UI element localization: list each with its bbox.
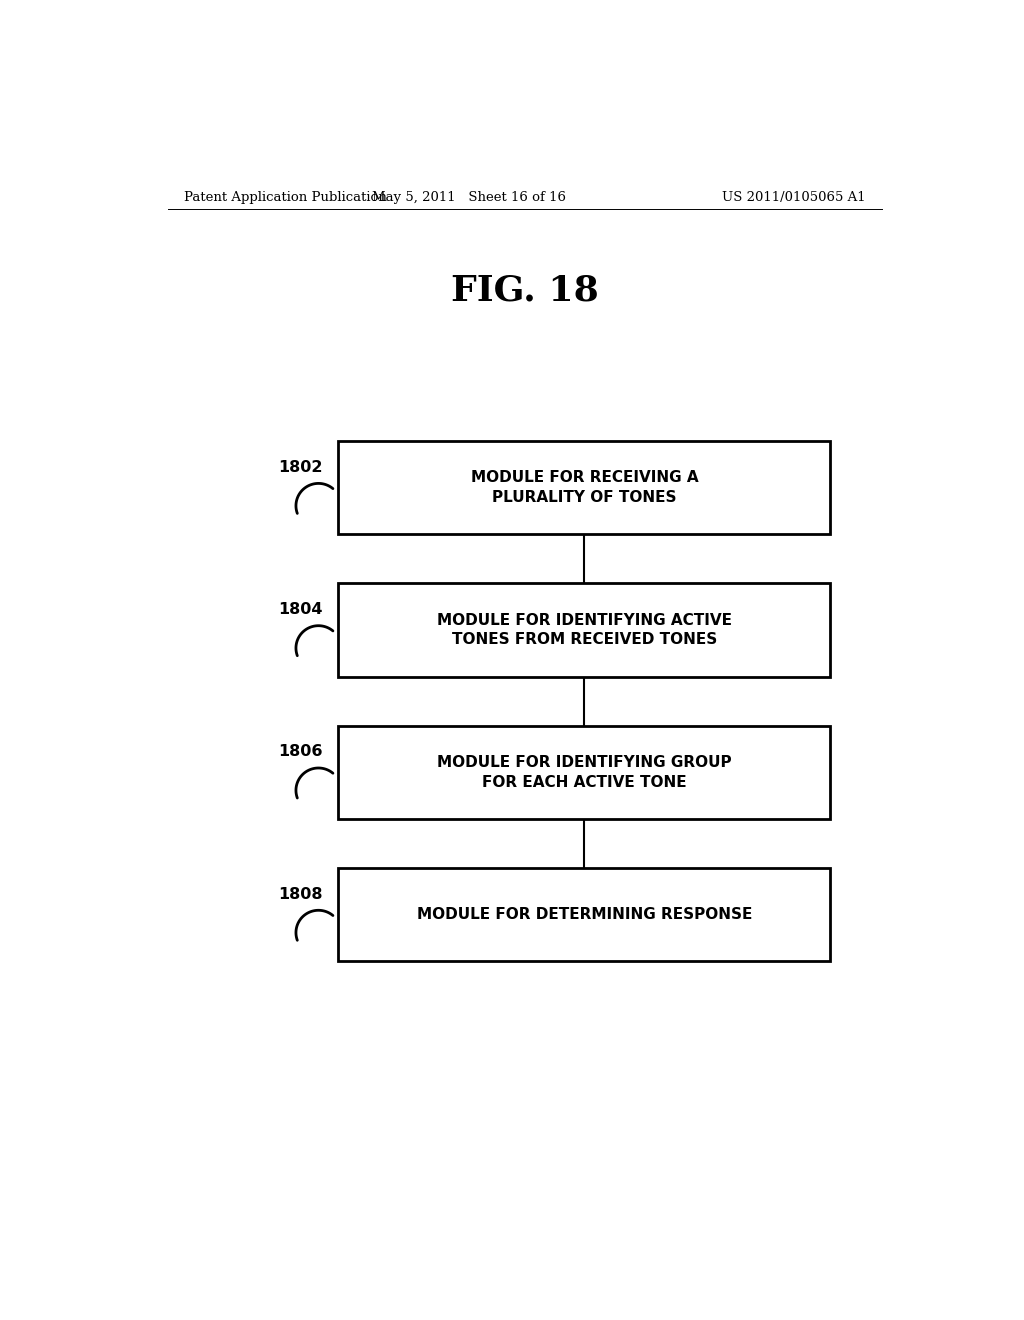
- Text: MODULE FOR RECEIVING A
PLURALITY OF TONES: MODULE FOR RECEIVING A PLURALITY OF TONE…: [470, 470, 698, 506]
- Text: May 5, 2011   Sheet 16 of 16: May 5, 2011 Sheet 16 of 16: [373, 190, 566, 203]
- Text: Patent Application Publication: Patent Application Publication: [183, 190, 386, 203]
- Text: MODULE FOR IDENTIFYING GROUP
FOR EACH ACTIVE TONE: MODULE FOR IDENTIFYING GROUP FOR EACH AC…: [437, 755, 731, 789]
- Text: MODULE FOR DETERMINING RESPONSE: MODULE FOR DETERMINING RESPONSE: [417, 907, 752, 923]
- Bar: [338, 726, 830, 818]
- Text: 1808: 1808: [278, 887, 323, 902]
- Bar: [338, 867, 830, 961]
- Text: 1802: 1802: [278, 459, 323, 475]
- Bar: [338, 441, 830, 535]
- Bar: [338, 583, 830, 677]
- Text: 1806: 1806: [278, 744, 323, 759]
- Text: US 2011/0105065 A1: US 2011/0105065 A1: [722, 190, 866, 203]
- Text: 1804: 1804: [278, 602, 323, 616]
- Text: MODULE FOR IDENTIFYING ACTIVE
TONES FROM RECEIVED TONES: MODULE FOR IDENTIFYING ACTIVE TONES FROM…: [437, 612, 732, 647]
- Text: FIG. 18: FIG. 18: [451, 273, 599, 308]
